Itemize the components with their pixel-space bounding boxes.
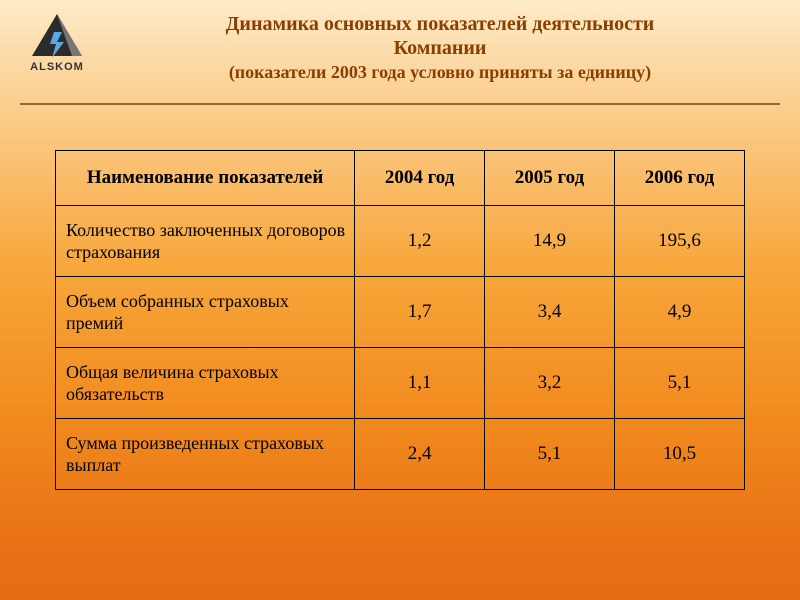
slide: ALSKOM Динамика основных показателей дея… bbox=[0, 0, 800, 600]
cell-value: 5,1 bbox=[614, 348, 744, 419]
table-header-row: Наименование показателей 2004 год 2005 г… bbox=[56, 151, 745, 206]
table-row: Количество заключенных договоров страхов… bbox=[56, 206, 745, 277]
cell-value: 4,9 bbox=[614, 277, 744, 348]
title-line-2: Компании bbox=[120, 36, 760, 60]
row-label: Общая величина страховых обязательств bbox=[56, 348, 355, 419]
company-logo: ALSKOM bbox=[22, 12, 92, 73]
slide-title-area: Динамика основных показателей деятельнос… bbox=[120, 12, 760, 83]
title-line-1: Динамика основных показателей деятельнос… bbox=[120, 12, 760, 36]
row-label: Сумма произведенных страховых выплат bbox=[56, 419, 355, 490]
subtitle: (показатели 2003 года условно приняты за… bbox=[120, 62, 760, 83]
col-header-2004: 2004 год bbox=[355, 151, 485, 206]
cell-value: 14,9 bbox=[485, 206, 615, 277]
cell-value: 2,4 bbox=[355, 419, 485, 490]
table-row: Сумма произведенных страховых выплат 2,4… bbox=[56, 419, 745, 490]
table-row: Общая величина страховых обязательств 1,… bbox=[56, 348, 745, 419]
col-header-name: Наименование показателей bbox=[56, 151, 355, 206]
col-header-2005: 2005 год bbox=[485, 151, 615, 206]
table-row: Объем собранных страховых премий 1,7 3,4… bbox=[56, 277, 745, 348]
cell-value: 10,5 bbox=[614, 419, 744, 490]
cell-value: 3,2 bbox=[485, 348, 615, 419]
cell-value: 1,1 bbox=[355, 348, 485, 419]
cell-value: 1,2 bbox=[355, 206, 485, 277]
cell-value: 195,6 bbox=[614, 206, 744, 277]
indicators-table-wrap: Наименование показателей 2004 год 2005 г… bbox=[55, 150, 745, 490]
row-label: Объем собранных страховых премий bbox=[56, 277, 355, 348]
cell-value: 1,7 bbox=[355, 277, 485, 348]
col-header-2006: 2006 год bbox=[614, 151, 744, 206]
header-divider bbox=[20, 103, 780, 105]
cell-value: 5,1 bbox=[485, 419, 615, 490]
cell-value: 3,4 bbox=[485, 277, 615, 348]
company-name: ALSKOM bbox=[22, 61, 92, 73]
indicators-table: Наименование показателей 2004 год 2005 г… bbox=[55, 150, 745, 490]
row-label: Количество заключенных договоров страхов… bbox=[56, 206, 355, 277]
triangle-logo-icon bbox=[28, 12, 86, 60]
